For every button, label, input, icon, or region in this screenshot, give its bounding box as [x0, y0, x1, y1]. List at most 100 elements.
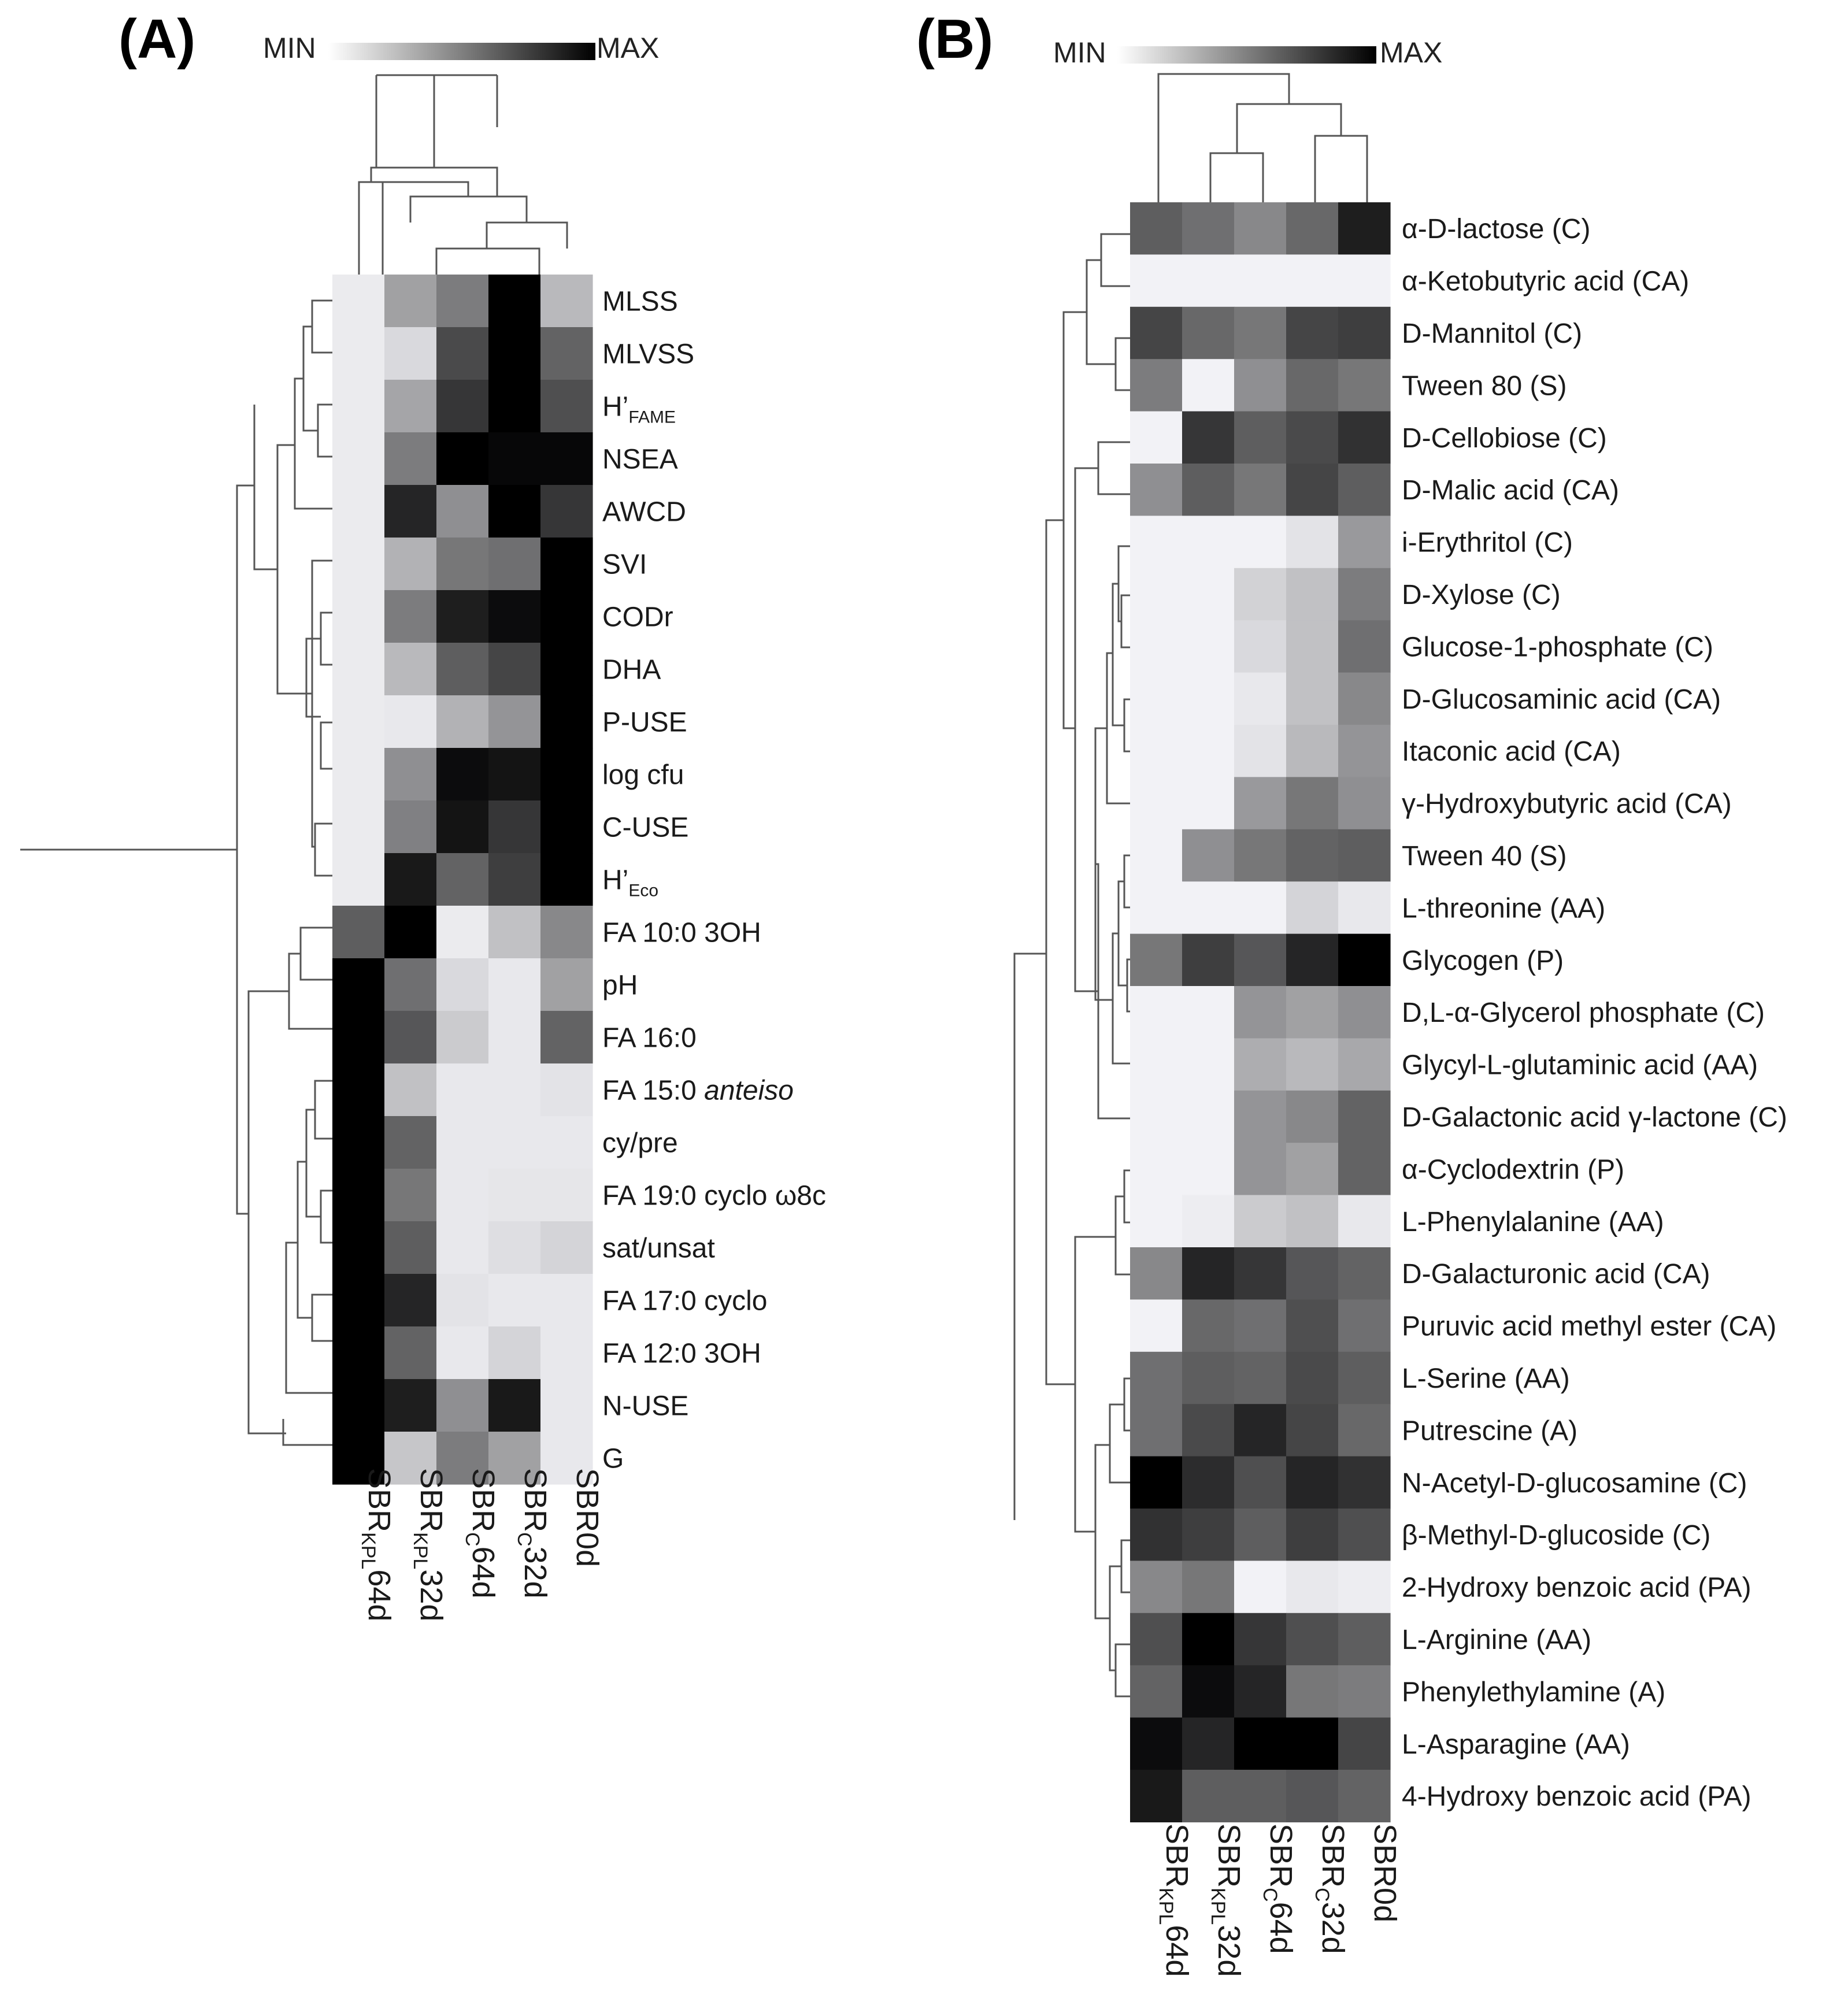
heatmap-cell: [332, 695, 385, 748]
heatmap-cell: [540, 1432, 593, 1485]
column-label: SBRKPL64d: [357, 1468, 397, 1621]
heatmap-cell: [436, 1011, 489, 1064]
heatmap-cell: [1286, 1770, 1339, 1822]
heatmap-cell: [488, 1432, 541, 1485]
heatmap-cell: [384, 800, 437, 854]
heatmap-cell: [332, 906, 385, 959]
heatmap-cell: [436, 643, 489, 696]
heatmap-cell: [1234, 672, 1287, 725]
heatmap-cell: [1130, 1038, 1183, 1091]
heatmap-cell: [1182, 1195, 1235, 1248]
heatmap-cell: [488, 695, 541, 748]
row-label: H’FAME: [602, 392, 676, 427]
heatmap-cell: [332, 1326, 385, 1380]
heatmap-cell: [488, 748, 541, 801]
heatmap-cell: [384, 906, 437, 959]
heatmap-cell: [1286, 1665, 1339, 1718]
heatmap-cell: [332, 1011, 385, 1064]
row-label: cy/pre: [602, 1128, 678, 1159]
row-label: Itaconic acid (CA): [1402, 736, 1621, 767]
heatmap-cell: [488, 958, 541, 1011]
heatmap-cell: [540, 1011, 593, 1064]
row-label: Putrescine (A): [1402, 1415, 1577, 1446]
heatmap-cell: [540, 432, 593, 486]
heatmap-cell: [1286, 516, 1339, 569]
heatmap-cell: [1338, 1351, 1391, 1404]
heatmap-cell: [1234, 986, 1287, 1039]
row-label: Tween 40 (S): [1402, 841, 1566, 872]
heatmap-cell: [1130, 202, 1183, 255]
heatmap-cell: [1338, 1509, 1391, 1561]
panel-a-row-dendrogram: [20, 299, 332, 1446]
panel-a-color-scale: MIN MAX: [263, 32, 659, 64]
row-label: L-threonine (AA): [1402, 893, 1605, 924]
heatmap-cell: [488, 1063, 541, 1117]
heatmap-cell: [488, 327, 541, 380]
heatmap-cell: [332, 1432, 385, 1485]
heatmap-cell: [488, 643, 541, 696]
row-label: D-Xylose (C): [1402, 580, 1561, 610]
heatmap-cell: [436, 800, 489, 854]
heatmap-cell: [1338, 516, 1391, 569]
heatmap-cell: [1130, 1509, 1183, 1561]
heatmap-cell: [1182, 1717, 1235, 1770]
heatmap-cell: [332, 538, 385, 591]
panel-a-scale-gradient: [328, 43, 595, 60]
heatmap-cell: [1286, 1247, 1339, 1300]
heatmap-cell: [332, 327, 385, 380]
heatmap-cell: [1234, 1561, 1287, 1614]
heatmap-cell: [1182, 359, 1235, 412]
heatmap-cell: [436, 538, 489, 591]
heatmap-cell: [1130, 1613, 1183, 1666]
heatmap-cell: [1130, 1456, 1183, 1509]
heatmap-cell: [1234, 829, 1287, 882]
heatmap-cell: [1182, 1090, 1235, 1143]
heatmap-cell: [488, 275, 541, 328]
row-label: P-USE: [602, 707, 687, 738]
heatmap-cell: [1286, 359, 1339, 412]
heatmap-cell: [1130, 1770, 1183, 1822]
heatmap-cell: [332, 590, 385, 643]
heatmap-cell: [1338, 777, 1391, 830]
heatmap-cell: [1182, 1613, 1235, 1666]
column-label: SBRC64d: [461, 1468, 501, 1599]
heatmap-cell: [1182, 1143, 1235, 1196]
heatmap-cell: [1182, 1404, 1235, 1457]
row-label: i-Erythritol (C): [1402, 528, 1573, 558]
heatmap-cell: [540, 485, 593, 538]
heatmap-cell: [332, 275, 385, 328]
heatmap-cell: [1130, 620, 1183, 673]
heatmap-cell: [1234, 411, 1287, 464]
heatmap-cell: [384, 1116, 437, 1169]
row-label: L-Phenylalanine (AA): [1402, 1207, 1664, 1237]
panel-a-column-dendrogram: [358, 74, 568, 275]
row-label: N-USE: [602, 1391, 688, 1422]
heatmap-cell: [540, 853, 593, 906]
heatmap-cell: [1182, 1456, 1235, 1509]
heatmap-cell: [1234, 306, 1287, 360]
heatmap-cell: [488, 432, 541, 486]
heatmap-cell: [540, 958, 593, 1011]
panel-a-row-labels: MLSS MLVSS H’FAME NSEA AWCD SVI CODr DHA P-USE lo…: [602, 287, 826, 1474]
heatmap-cell: [332, 1116, 385, 1169]
heatmap-cell: [540, 1063, 593, 1117]
heatmap-cell: [384, 1274, 437, 1327]
heatmap-cell: [1286, 777, 1339, 830]
panel-a-label: (A): [118, 8, 195, 70]
heatmap-cell: [1182, 464, 1235, 516]
heatmap-cell: [332, 485, 385, 538]
heatmap-cell: [1286, 672, 1339, 725]
heatmap-cell: [488, 906, 541, 959]
heatmap-cell: [1286, 1195, 1339, 1248]
heatmap-cell: [436, 695, 489, 748]
heatmap-cell: [436, 748, 489, 801]
column-label: SBRC32d: [513, 1468, 553, 1599]
heatmap-cell: [1286, 1351, 1339, 1404]
heatmap-cell: [384, 538, 437, 591]
heatmap-cell: [384, 590, 437, 643]
heatmap-cell: [1338, 411, 1391, 464]
heatmap-cell: [488, 1169, 541, 1222]
heatmap-cell: [332, 432, 385, 486]
heatmap-cell: [1286, 1090, 1339, 1143]
heatmap-cell: [1286, 411, 1339, 464]
